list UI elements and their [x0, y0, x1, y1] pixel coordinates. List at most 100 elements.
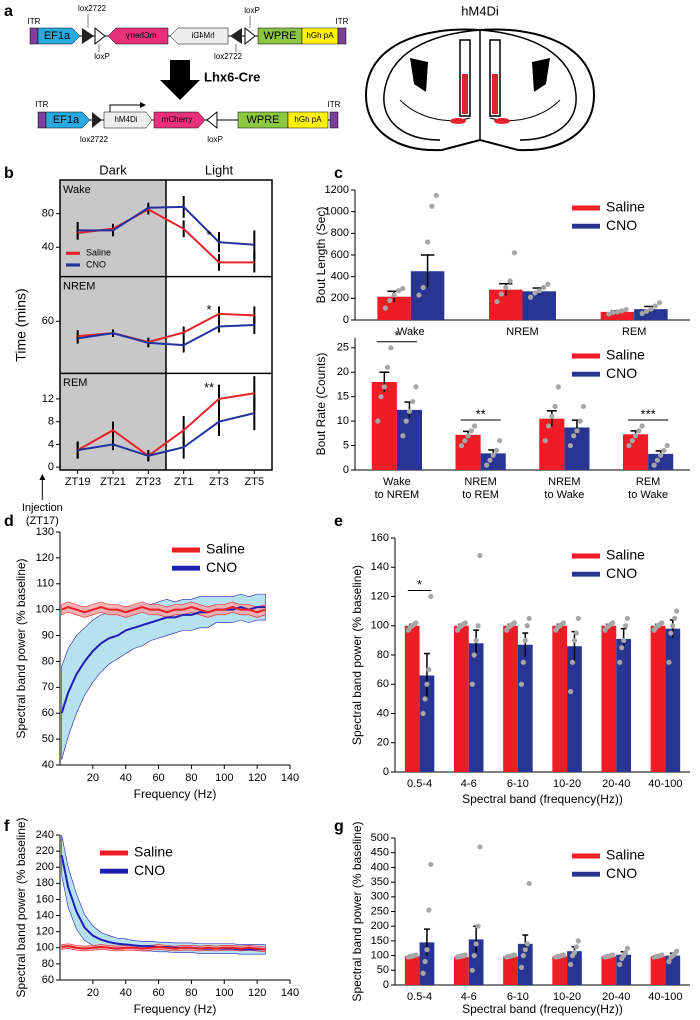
expression-site	[494, 118, 510, 124]
data-point	[624, 945, 631, 951]
promoter-arrowhead	[140, 102, 146, 108]
data-point	[395, 288, 402, 294]
data-point	[424, 947, 430, 953]
data-point	[622, 623, 629, 629]
x-tick-label: 20-40	[602, 991, 630, 1003]
construct-label: mCherry	[162, 115, 193, 124]
construct-label: loxP	[207, 135, 223, 144]
data-point	[497, 438, 503, 444]
data-point	[545, 281, 551, 287]
series-line	[77, 205, 255, 246]
y-tick-label: 100	[371, 620, 389, 632]
itr	[29, 27, 39, 45]
y-tick-label: 60	[377, 678, 389, 690]
panel-label: f	[4, 818, 10, 835]
lox-site	[82, 28, 94, 44]
data-point	[610, 309, 616, 316]
brain-cortex	[479, 29, 577, 141]
data-point	[658, 452, 664, 458]
x-tick-label: NREM	[464, 476, 496, 488]
y-axis-label: Time (mins)	[13, 288, 29, 361]
series-line	[77, 412, 255, 457]
x-tick-label: 40	[120, 772, 132, 784]
y-tick-label: 70	[42, 681, 54, 693]
construct-label: ITR	[36, 100, 49, 109]
y-tick-label: 140	[371, 561, 389, 573]
y-tick-label: 450	[371, 847, 389, 859]
data-point	[400, 433, 406, 439]
y-tick-label: 800	[331, 227, 349, 239]
y-tick-label: 220	[36, 845, 54, 857]
y-axis-label: Spectral band power (% baseline)	[14, 558, 28, 738]
data-point	[545, 423, 552, 429]
data-point	[473, 941, 479, 947]
legend-label: CNO	[606, 217, 637, 233]
itr	[337, 27, 347, 45]
data-point	[560, 952, 567, 958]
x-tick-label: NREM	[548, 476, 580, 488]
data-point	[471, 953, 477, 959]
mcherry	[107, 27, 169, 45]
bar	[650, 956, 666, 985]
data-point	[413, 952, 419, 958]
bar	[517, 644, 533, 772]
data-point	[573, 944, 579, 950]
data-point	[410, 398, 416, 405]
data-point	[632, 433, 639, 439]
data-point	[666, 958, 672, 965]
data-point	[552, 403, 558, 410]
data-point	[606, 311, 612, 317]
bar	[468, 939, 484, 985]
data-point	[575, 938, 581, 944]
construct-label: lox2722	[214, 52, 243, 61]
legend-label: Saline	[206, 541, 245, 557]
y-tick-label: 50	[377, 964, 389, 976]
construct-label: ITR	[28, 17, 41, 26]
y-tick-label: 200	[331, 292, 349, 304]
bar	[552, 625, 568, 772]
panel-label: d	[4, 513, 14, 530]
data-point	[610, 620, 616, 626]
data-point	[536, 288, 542, 294]
data-point	[381, 384, 387, 390]
data-point	[424, 239, 431, 245]
data-point	[542, 438, 548, 444]
y-tick-label: 0	[383, 766, 389, 778]
construct-label: hM4Di	[191, 31, 214, 40]
data-point	[526, 615, 532, 622]
y-tick-label: 120	[371, 590, 389, 602]
bar	[455, 434, 481, 470]
y-tick-label: 15	[337, 391, 349, 403]
construct-label: lox2722	[80, 135, 109, 144]
data-point	[520, 659, 526, 665]
construct-label: mCherry	[126, 31, 157, 40]
data-point	[462, 438, 468, 444]
x-tick-label: 140	[281, 772, 299, 784]
x-tick-label: 40-100	[648, 991, 682, 1003]
series-line	[77, 324, 255, 347]
construct-label: WPRE	[264, 30, 297, 42]
x-tick-label: Wake	[397, 326, 425, 338]
x-tick-label: 0.5-4	[407, 778, 432, 790]
data-point	[621, 637, 627, 643]
y-axis-label: Spectral band power (% baseline)	[350, 821, 364, 1001]
data-point	[420, 710, 426, 717]
data-point	[420, 284, 426, 291]
bar	[623, 434, 649, 470]
expression-site	[450, 118, 466, 124]
panel-label: b	[4, 165, 14, 182]
bar	[468, 643, 484, 772]
y-tick-label: 50	[42, 733, 54, 745]
y-tick-label: 60	[42, 707, 54, 719]
data-point	[522, 947, 528, 953]
series-line	[61, 606, 266, 614]
x-tick-label: ZT5	[245, 476, 265, 488]
y-tick-label: 40	[377, 707, 389, 719]
panel-label: a	[4, 3, 13, 20]
data-point	[494, 298, 500, 305]
y-tick-label: 110	[36, 578, 54, 590]
construct-label: ITR	[328, 100, 341, 109]
x-tick-label: 6-10	[507, 778, 529, 790]
y-tick-label: 250	[371, 905, 389, 917]
hm4di	[169, 27, 229, 45]
